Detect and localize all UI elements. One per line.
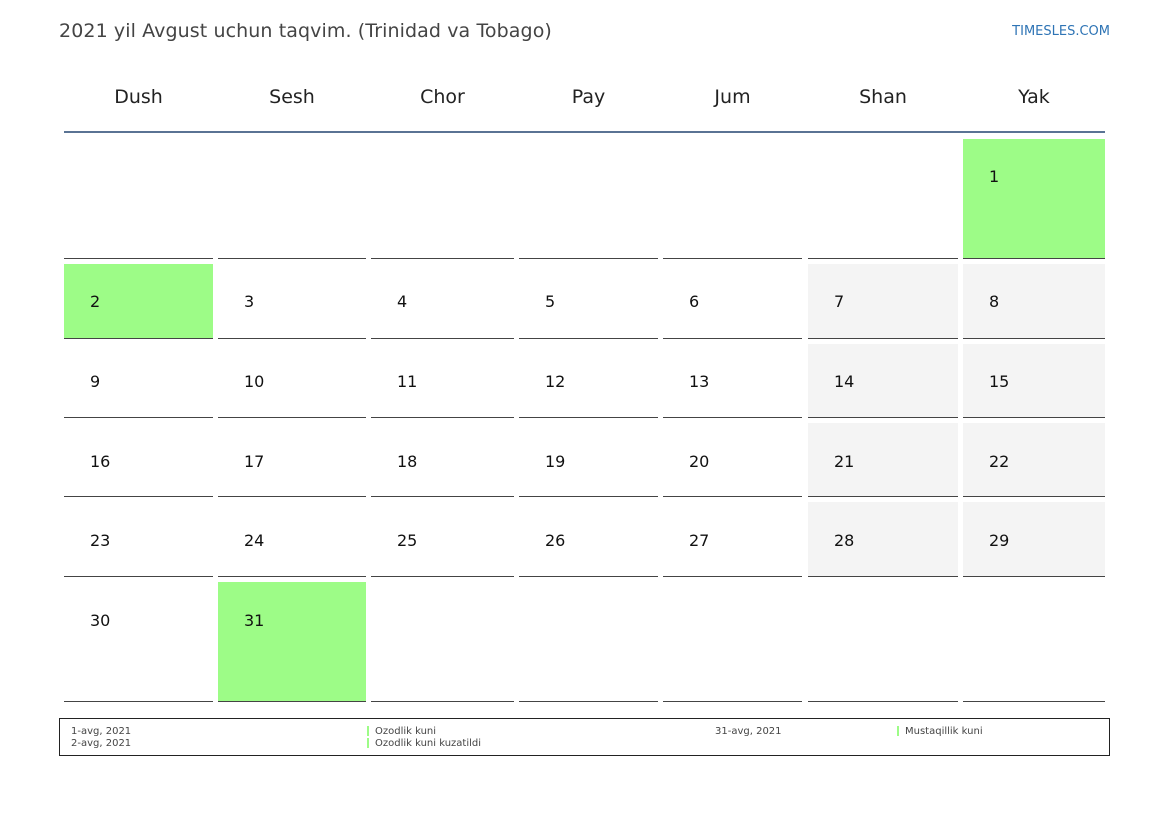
day-number: 15 [989,372,1010,391]
weekday-header: Pay [571,86,606,108]
day-number: 1 [989,167,1000,186]
day-cell[interactable]: 11 [371,344,514,418]
day-cell[interactable]: 9 [64,344,213,418]
day-number: 22 [989,452,1010,471]
legend-date: 1-avg, 2021 [71,726,132,737]
day-number: 11 [397,372,418,391]
weekday-header: Yak [1018,86,1050,108]
empty-day-cell [663,582,802,702]
holiday-day-cell[interactable]: 2 [64,264,213,339]
day-cell[interactable]: 19 [519,423,658,497]
day-cell[interactable]: 18 [371,423,514,497]
empty-day-cell [371,139,514,259]
day-cell[interactable]: 17 [218,423,366,497]
legend-date: 2-avg, 2021 [71,738,132,749]
brand-link[interactable]: TIMESLES.COM [1012,24,1110,39]
day-cell[interactable]: 27 [663,502,802,577]
day-number: 10 [244,372,265,391]
day-cell[interactable]: 28 [808,502,958,577]
day-cell[interactable]: 21 [808,423,958,497]
empty-day-cell [218,139,366,259]
day-cell[interactable]: 23 [64,502,213,577]
day-number: 29 [989,531,1010,550]
empty-day-cell [963,582,1105,702]
day-cell[interactable]: 13 [663,344,802,418]
weekday-header: Jum [714,86,751,108]
day-cell[interactable]: 5 [519,264,658,339]
header-divider [64,131,1105,133]
day-cell[interactable]: 7 [808,264,958,339]
day-number: 9 [90,372,101,391]
legend-holiday-name: Ozodlik kuni kuzatildi [375,738,482,749]
empty-day-cell [808,139,958,259]
legend-color-swatch [897,726,899,736]
legend-holiday-name: Mustaqillik kuni [905,726,983,737]
weekday-header: Shan [859,86,907,108]
legend-color-swatch [367,726,369,736]
empty-day-cell [64,139,213,259]
legend-date: 31-avg, 2021 [715,726,782,737]
day-number: 28 [834,531,855,550]
day-cell[interactable]: 24 [218,502,366,577]
holiday-day-cell[interactable]: 31 [218,582,366,702]
holiday-legend: 1-avg, 2021 2-avg, 2021 Ozodlik kuni Ozo… [59,718,1110,756]
empty-day-cell [808,582,958,702]
weekday-header: Sesh [269,86,315,108]
day-number: 27 [689,531,710,550]
day-cell[interactable]: 29 [963,502,1105,577]
day-cell[interactable]: 4 [371,264,514,339]
day-cell[interactable]: 22 [963,423,1105,497]
day-number: 23 [90,531,111,550]
day-cell[interactable]: 26 [519,502,658,577]
day-cell[interactable]: 16 [64,423,213,497]
day-number: 13 [689,372,710,391]
day-cell[interactable]: 15 [963,344,1105,418]
day-number: 3 [244,292,255,311]
empty-day-cell [663,139,802,259]
day-number: 5 [545,292,556,311]
day-number: 18 [397,452,418,471]
day-number: 4 [397,292,408,311]
day-number: 25 [397,531,418,550]
legend-color-swatch [367,738,369,748]
day-number: 30 [90,611,111,630]
weekday-header: Chor [420,86,465,108]
day-number: 20 [689,452,710,471]
day-number: 14 [834,372,855,391]
day-number: 7 [834,292,845,311]
day-cell[interactable]: 20 [663,423,802,497]
page-title: 2021 yil Avgust uchun taqvim. (Trinidad … [59,20,552,42]
day-cell[interactable]: 14 [808,344,958,418]
empty-day-cell [519,139,658,259]
weekday-header: Dush [114,86,163,108]
day-number: 6 [689,292,700,311]
day-cell[interactable]: 6 [663,264,802,339]
day-number: 21 [834,452,855,471]
empty-day-cell [371,582,514,702]
day-number: 24 [244,531,265,550]
legend-holiday-name: Ozodlik kuni [375,726,437,737]
day-number: 31 [244,611,265,630]
day-number: 26 [545,531,566,550]
day-cell[interactable]: 10 [218,344,366,418]
day-cell[interactable]: 25 [371,502,514,577]
day-number: 16 [90,452,111,471]
day-number: 19 [545,452,566,471]
day-number: 2 [90,292,101,311]
holiday-day-cell[interactable]: 1 [963,139,1105,259]
day-cell[interactable]: 30 [64,582,213,702]
day-number: 8 [989,292,1000,311]
day-number: 17 [244,452,265,471]
day-cell[interactable]: 12 [519,344,658,418]
day-number: 12 [545,372,566,391]
day-cell[interactable]: 8 [963,264,1105,339]
day-cell[interactable]: 3 [218,264,366,339]
empty-day-cell [519,582,658,702]
